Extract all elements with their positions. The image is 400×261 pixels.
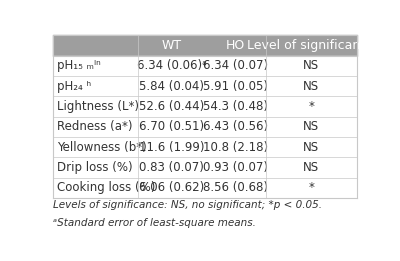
- Text: pH₂₄ ʰ: pH₂₄ ʰ: [57, 80, 91, 93]
- Text: NS: NS: [303, 161, 319, 174]
- Text: 8.56 (0.68): 8.56 (0.68): [203, 181, 268, 194]
- Text: 52.6 (0.44): 52.6 (0.44): [139, 100, 204, 113]
- Text: Yellowness (b*): Yellowness (b*): [57, 141, 146, 154]
- Text: 6.34 (0.07): 6.34 (0.07): [203, 59, 268, 72]
- Text: 5.84 (0.04): 5.84 (0.04): [139, 80, 204, 93]
- Text: 6.06 (0.62): 6.06 (0.62): [139, 181, 204, 194]
- Text: NS: NS: [303, 120, 319, 133]
- Text: NS: NS: [303, 59, 319, 72]
- Text: Redness (a*): Redness (a*): [57, 120, 132, 133]
- Text: 10.8 (2.18): 10.8 (2.18): [203, 141, 268, 154]
- Text: Level of significance: Level of significance: [247, 39, 375, 52]
- Text: *: *: [308, 181, 314, 194]
- Text: NS: NS: [303, 141, 319, 154]
- Bar: [53, 157, 357, 178]
- Bar: [53, 178, 357, 198]
- Text: 6.70 (0.51): 6.70 (0.51): [139, 120, 204, 133]
- Bar: [53, 56, 357, 76]
- Bar: [53, 35, 357, 56]
- Bar: [53, 96, 357, 117]
- Text: 0.83 (0.07): 0.83 (0.07): [139, 161, 204, 174]
- Bar: [53, 117, 357, 137]
- Text: 6.34 (0.06)ᵃ: 6.34 (0.06)ᵃ: [137, 59, 206, 72]
- Text: pH₁₅ ₘᴵⁿ: pH₁₅ ₘᴵⁿ: [57, 59, 100, 72]
- Text: ᵃStandard error of least-square means.: ᵃStandard error of least-square means.: [53, 218, 256, 228]
- Text: 5.91 (0.05): 5.91 (0.05): [203, 80, 268, 93]
- Bar: [53, 137, 357, 157]
- Text: HO: HO: [226, 39, 245, 52]
- Text: Drip loss (%): Drip loss (%): [57, 161, 132, 174]
- Text: 0.93 (0.07): 0.93 (0.07): [203, 161, 268, 174]
- Text: Levels of significance: NS, no significant; *p < 0.05.: Levels of significance: NS, no significa…: [53, 200, 322, 210]
- Text: 6.43 (0.56): 6.43 (0.56): [203, 120, 268, 133]
- Text: *: *: [308, 100, 314, 113]
- Text: Lightness (L*): Lightness (L*): [57, 100, 139, 113]
- Bar: [53, 76, 357, 96]
- Text: NS: NS: [303, 80, 319, 93]
- Text: WT: WT: [162, 39, 182, 52]
- Text: 11.6 (1.99): 11.6 (1.99): [139, 141, 204, 154]
- Text: Cooking loss (%): Cooking loss (%): [57, 181, 155, 194]
- Text: 54.3 (0.48): 54.3 (0.48): [203, 100, 268, 113]
